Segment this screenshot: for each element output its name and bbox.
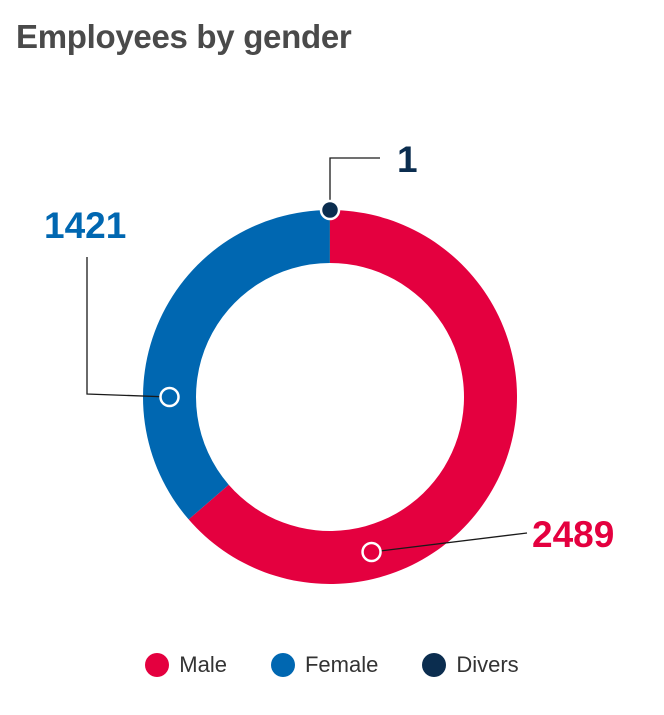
marker-female [159,386,180,408]
label-leaders [86,157,528,563]
legend-swatch-female [270,653,295,677]
legend-label-male: Male [179,652,227,677]
legend-item-divers: Divers [422,652,519,678]
legend: Male Female Divers [0,652,664,678]
donut-slices [143,210,517,584]
marker-male [361,541,382,563]
data-label-female: 1421 [44,205,126,246]
chart-title: Employees by gender [16,18,352,55]
leader-female [86,257,170,398]
legend-swatch-divers [422,653,447,677]
leader-male [371,532,528,553]
legend-item-female: Female [270,652,379,678]
data-label-divers: 1 [397,139,418,180]
leader-divers [329,157,380,210]
data-label-male: 2489 [532,514,614,555]
legend-label-divers: Divers [456,652,519,677]
slice-male [188,210,517,584]
legend-swatch-male [145,653,170,677]
legend-label-female: Female [304,652,379,677]
data-labels: 2489 1421 1 [44,139,614,555]
slice-female [143,210,330,520]
marker-divers [319,199,341,221]
legend-item-male: Male [145,652,227,678]
